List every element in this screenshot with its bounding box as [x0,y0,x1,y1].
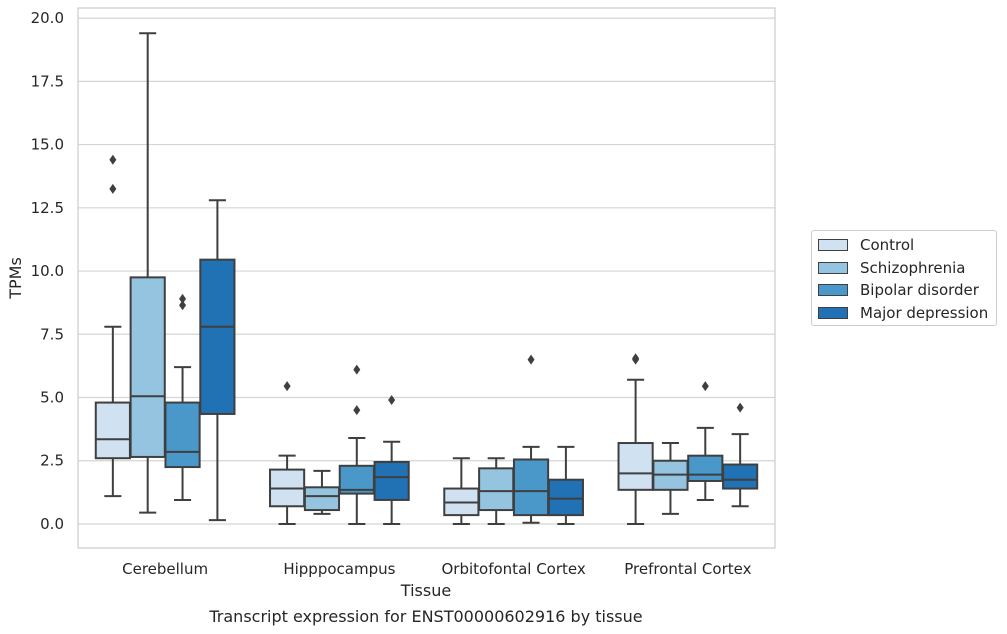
box-iqr [303,486,341,512]
box-iqr [478,467,515,512]
legend-label: Major depression [860,303,989,322]
box-iqr [373,461,410,501]
boxes [94,32,759,525]
y-tick-label: 2.5 [40,452,64,470]
box-major-depression [722,402,759,508]
plot-area-frame [77,7,776,549]
x-tick-label: Prefrontal Cortex [624,560,751,578]
box-control [443,457,480,525]
legend-item: Major depression [818,303,988,323]
outlier-marker [353,405,361,416]
box-iqr [199,258,236,415]
box-bipolar-disorder [512,354,550,524]
x-tick-label: Cerebellum [122,560,208,578]
box-schizophrenia [652,442,689,515]
y-axis-ticks: 0.0 2.5 5.0 7.5 10.0 12.5 15.0 17.5 20.0 [31,9,64,533]
legend-item: Schizophrenia [818,258,965,278]
y-tick-label: 7.5 [40,325,64,343]
outlier-marker [632,353,640,364]
box-iqr [687,454,724,482]
legend-label: Bipolar disorder [860,281,979,299]
box-schizophrenia [129,32,166,514]
box-schizophrenia [303,469,341,515]
x-tick-label: Hipppocampus [283,560,395,578]
x-tick-label: Orbitofontal Cortex [442,560,586,578]
box-major-depression [199,199,236,522]
outlier-marker [527,354,535,365]
outlier-marker [353,364,361,375]
legend-swatch [818,239,848,251]
outlier-marker [701,381,709,392]
outlier-marker [179,293,187,304]
legend-item: Bipolar disorder [818,280,979,300]
box-major-depression [547,445,584,525]
box-iqr [512,458,550,517]
y-tick-label: 15.0 [31,136,64,154]
box-schizophrenia [478,457,515,525]
outlier-marker [736,402,744,413]
legend: Control Schizophrenia Bipolar disorder Majo… [811,230,997,326]
box-bipolar-disorder [687,381,724,501]
y-tick-label: 0.0 [40,515,64,533]
box-iqr [547,478,584,517]
box-iqr [722,463,759,490]
outlier-marker [388,395,396,406]
legend-swatch [818,261,848,274]
outlier-marker [179,300,187,311]
box-control [269,381,306,525]
outlier-marker [109,183,117,194]
box-bipolar-disorder [338,364,375,525]
box-iqr [617,442,654,491]
outlier-marker [109,154,117,165]
box-control [94,154,131,498]
legend-label: Control [860,236,915,254]
box-iqr [94,401,131,460]
box-control [617,353,654,525]
legend-item: Control [818,235,914,255]
box-bipolar-disorder [164,293,201,501]
y-tick-label: 20.0 [31,9,64,27]
legend-swatch [818,284,848,296]
x-axis-ticks: Cerebellum Hipppocampus Orbitofontal Corte… [122,560,751,578]
x-axis-label: Tissue [400,581,451,600]
y-tick-label: 12.5 [31,199,64,217]
y-tick-label: 10.0 [31,262,64,280]
chart-title: Transcript expression for ENST0000060291… [208,607,642,626]
box-iqr [164,401,201,469]
box-major-depression [373,395,410,525]
y-tick-label: 5.0 [40,389,64,407]
legend-swatch [818,306,848,319]
y-axis-label: TPMs [6,257,25,300]
box-iqr [129,276,166,458]
y-tick-label: 17.5 [31,72,64,90]
legend-label: Schizophrenia [860,258,966,277]
outlier-marker [283,381,291,392]
